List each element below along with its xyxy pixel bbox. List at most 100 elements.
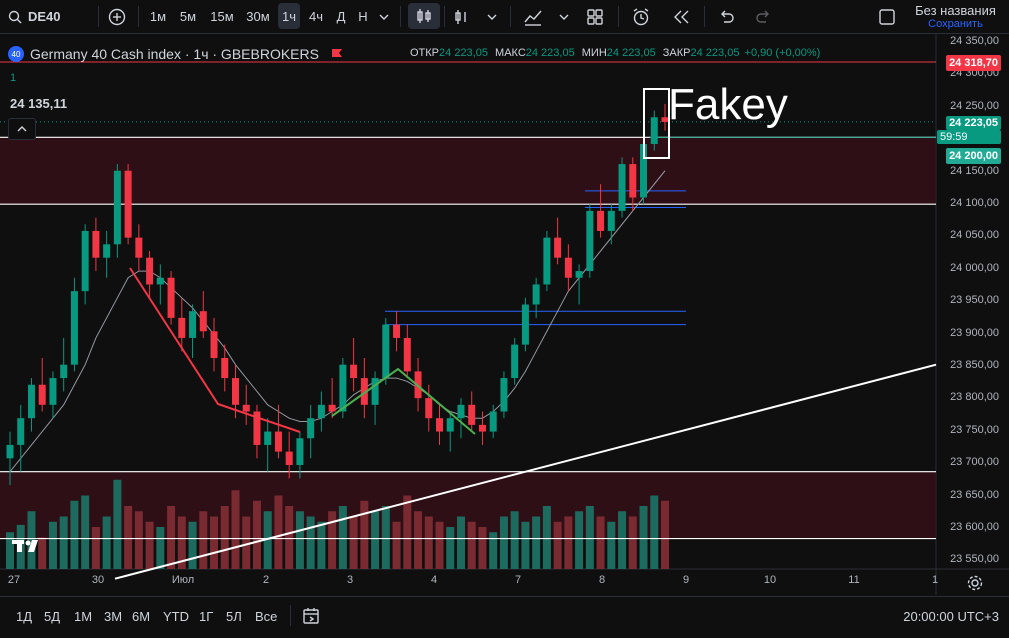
candle-body [607,210,615,231]
candle-body [274,431,282,452]
save-link[interactable]: Сохранить [928,18,983,30]
interval-8[interactable]: Н [358,9,368,24]
candle-body [189,311,197,338]
layouts-button[interactable] [584,0,606,33]
flag-icon[interactable] [331,48,343,60]
alert-button[interactable] [628,0,654,33]
volume-bar [381,506,390,569]
plus-circle-icon [108,8,126,25]
candle-body [489,411,497,432]
indicators-dropdown[interactable] [556,0,572,33]
candle-body [478,424,486,432]
goto-date-button[interactable] [302,597,322,635]
range-8[interactable]: 5Л [226,608,242,624]
candles-icon [417,9,431,23]
volume-bar [59,516,68,569]
search-icon [8,10,22,23]
price-tick: 23 600,00 [950,521,999,533]
time-tick: 9 [682,574,690,586]
candle-body [317,404,325,419]
range-9[interactable]: Все [255,608,278,624]
volume-bar [542,506,551,569]
zigzag-up [331,367,476,435]
price-tick: 23 850,00 [950,359,999,371]
interval-5[interactable]: 1ч [278,3,300,29]
range-7[interactable]: 1Г [199,608,214,624]
chart-type-dropdown[interactable] [484,0,500,33]
volume-bar [188,521,197,569]
replay-button[interactable] [668,0,694,33]
range-3[interactable]: 1М [74,608,93,624]
interval-1[interactable]: 1м [149,9,167,24]
volume-bar [371,511,380,569]
redo-button[interactable] [752,0,776,33]
indicators-type-button[interactable] [450,0,474,33]
fakey-annotation[interactable]: Fakey [668,80,788,129]
price-tick: 23 900,00 [950,326,999,339]
volume-bar [199,511,208,569]
trendline [114,363,937,580]
range-5[interactable]: 6М [132,608,151,624]
high-value: 24 223,05 [525,47,575,59]
candle-body [221,358,229,379]
price-label-green: 24 200,00 [946,148,1001,164]
chevron-down-icon [487,14,497,20]
candle-body [49,378,57,405]
indicators-button[interactable] [520,0,546,33]
collapse-legend-button[interactable] [8,118,36,140]
interval-4[interactable]: 30м [246,9,270,24]
divider [444,6,445,27]
range-4[interactable]: 3М [104,608,123,624]
compare-button[interactable] [106,0,128,33]
intervals-dropdown[interactable] [376,0,392,33]
moving-average-line [9,170,666,473]
close-label: ЗАКР [662,47,691,59]
candle-body [6,444,14,459]
interval-3[interactable]: 15м [210,9,234,24]
symbol-search[interactable]: DE40 [8,0,68,33]
chart-type-button[interactable] [408,3,440,29]
volume-bar [596,516,605,569]
high-label: МАКС [495,47,526,59]
volume-bar [113,479,122,569]
fakey-box[interactable] [643,88,670,159]
time-tick: 8 [598,574,606,586]
volume-bar [38,537,47,569]
rewind-icon [674,10,689,23]
candle-body [27,384,35,419]
candle-body [650,117,658,144]
price-tick: 23 650,00 [950,488,999,501]
volume-bar [242,516,251,569]
volume-bar [220,506,229,569]
candle-body [17,418,25,445]
range-2[interactable]: 5Д [44,608,61,624]
volume-bar [263,511,272,569]
candle-body [629,164,637,198]
tradingview-logo[interactable] [12,538,46,559]
candle-body [511,344,519,379]
save-layout[interactable]: Без названия Сохранить [908,3,1003,30]
layout-checkbox[interactable] [876,0,898,33]
candle-body [661,117,669,122]
volume-bar [48,521,57,569]
chart-settings-button[interactable] [966,574,984,597]
clock[interactable]: 20:00:00 UTC+3 [903,608,999,624]
price-chart[interactable] [0,34,1009,595]
range-1[interactable]: 1Д [16,608,33,624]
price-tick: 23 550,00 [950,553,999,566]
time-tick: 10 [763,574,777,586]
interval-6[interactable]: 4ч [308,9,323,24]
volume-bar [446,527,455,569]
chevron-up-icon [17,126,27,132]
interval-2[interactable]: 5м [179,9,197,24]
volume-bar [467,521,476,569]
candle-body [124,170,132,238]
volume-bar [532,516,541,569]
candle-body [199,311,207,332]
volume-bar [81,495,90,569]
interval-7[interactable]: Д [336,9,346,24]
divider [704,6,705,27]
volume-bar [6,532,14,569]
undo-button[interactable] [714,0,738,33]
range-6[interactable]: YTD [163,608,189,624]
